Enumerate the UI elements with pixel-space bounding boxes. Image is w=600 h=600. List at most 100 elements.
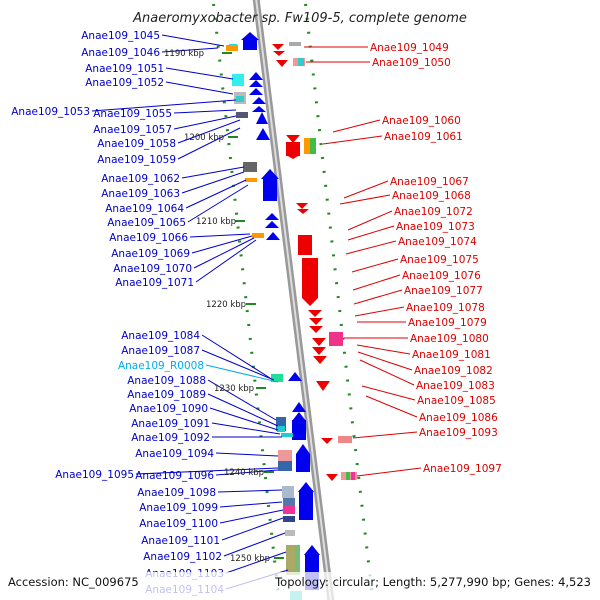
leader-line — [347, 210, 393, 231]
gene-block — [283, 498, 295, 506]
gene-block — [263, 177, 277, 201]
gene-label-left: Anae109_1069 — [111, 248, 190, 260]
gene-block — [298, 235, 312, 255]
leader-line — [356, 344, 411, 355]
reverse-gene-arrow — [272, 44, 284, 50]
leader-line — [165, 67, 234, 80]
gene-label-left: Anae109_1051 — [85, 63, 164, 75]
gene-label-left: Anae109_1091 — [131, 418, 210, 430]
gene-label-left: Anae109_1055 — [93, 108, 172, 120]
leader-line — [322, 135, 383, 145]
leader-line — [351, 258, 399, 273]
gene-label-left: Anae109_1089 — [127, 389, 206, 401]
gene-label-left: Anae109_1059 — [97, 154, 176, 166]
leader-line — [189, 233, 251, 238]
reverse-gene-arrow — [309, 326, 323, 333]
gene-block — [276, 417, 286, 431]
leader-line — [201, 334, 271, 379]
leader-line — [195, 239, 257, 283]
leader-line — [223, 532, 286, 557]
leader-line — [209, 407, 279, 431]
gene-label-right: Anae109_1078 — [406, 302, 485, 314]
reverse-gene-arrow — [312, 338, 326, 346]
gene-block — [281, 433, 293, 437]
gene-label-left: Anae109_1100 — [139, 518, 218, 530]
leader-line — [332, 119, 381, 133]
gene-label-right: Anae109_1077 — [404, 285, 483, 297]
leader-line — [161, 47, 219, 53]
gene-label-left: Anae109_1058 — [97, 138, 176, 150]
gene-label-left: Anae109_1098 — [137, 487, 216, 499]
gene-label-right: Anae109_1093 — [419, 427, 498, 439]
kbp-label: 1230 kbp — [214, 384, 254, 394]
leader-line — [215, 469, 279, 476]
forward-gene-arrow — [265, 213, 279, 220]
kbp-label: 1220 kbp — [206, 300, 246, 310]
forward-gene-arrow — [265, 221, 279, 228]
gene-label-left: Anae109_1094 — [135, 448, 214, 460]
gene-label-right: Anae109_1072 — [394, 206, 473, 218]
forward-gene-arrow — [256, 112, 268, 124]
gene-label-left: Anae109_1088 — [127, 375, 206, 387]
kbp-label: 1200 kbp — [184, 133, 224, 143]
leader-line — [343, 180, 389, 199]
footer-backdrop — [0, 572, 600, 600]
leader-line — [365, 395, 418, 418]
gene-label-right: Anae109_1067 — [390, 176, 469, 188]
gene-label-left: Anae109_1071 — [115, 277, 194, 289]
gene-block — [329, 332, 343, 346]
topology-summary-text: Topology: circular; Length: 5,277,990 bp… — [274, 575, 591, 589]
gene-block — [302, 258, 318, 298]
gene-label-right: Anae109_1068 — [392, 190, 471, 202]
gene-label-left: Anae109_1053 — [11, 106, 90, 118]
gene-block — [292, 420, 306, 440]
gene-block — [310, 138, 316, 154]
leader-line — [205, 364, 279, 383]
reverse-gene-arrow — [286, 135, 300, 143]
leader-line — [352, 274, 401, 291]
leader-line — [345, 240, 397, 255]
gene-label-right: Anae109_1050 — [372, 57, 451, 69]
forward-gene-arrow — [249, 80, 263, 87]
reverse-gene-arrow — [312, 347, 326, 355]
forward-gene-arrow — [266, 232, 280, 240]
gene-label-left: Anae109_1065 — [107, 217, 186, 229]
accession-text: Accession: NC_009675 — [8, 575, 139, 589]
gene-label-right: Anae109_1075 — [400, 254, 479, 266]
leader-line — [161, 34, 225, 47]
reverse-gene-arrow — [286, 155, 300, 159]
leader-line — [177, 127, 241, 160]
gene-label-left: Anae109_1101 — [141, 535, 220, 547]
leader-line — [221, 517, 284, 541]
forward-gene-arrow — [298, 482, 314, 492]
gene-block — [289, 42, 301, 46]
leader-line-layer — [91, 34, 422, 590]
gene-label-right: Anae109_1080 — [410, 333, 489, 345]
gene-label-left: Anae109_1099 — [139, 502, 218, 514]
forward-gene-arrow — [252, 106, 266, 112]
gene-block — [278, 450, 292, 462]
reverse-gene-arrow — [297, 209, 309, 214]
reverse-gene-arrow — [296, 203, 308, 209]
gene-label-left: Anae109_1095 — [55, 469, 134, 481]
gene-label-left: Anae109_1087 — [121, 345, 200, 357]
reverse-gene-arrow — [302, 298, 318, 306]
gene-label-left: Anae109_1096 — [135, 470, 214, 482]
leader-line — [193, 237, 255, 269]
gene-label-right: Anae109_1081 — [412, 349, 491, 361]
gene-block — [298, 58, 304, 66]
gene-label-right: Anae109_1086 — [419, 412, 498, 424]
leader-line — [361, 385, 416, 401]
gene-label-left: Anae109_1066 — [109, 232, 188, 244]
forward-gene-arrow — [241, 32, 259, 40]
leader-line — [356, 467, 422, 477]
gene-block — [271, 374, 283, 382]
gene-block — [351, 472, 355, 480]
gene-block — [236, 112, 248, 118]
leader-line — [191, 235, 253, 254]
forward-gene-arrow — [296, 444, 310, 454]
reverse-gene-arrow — [309, 318, 323, 325]
gene-label-left: Anae109_1090 — [129, 403, 208, 415]
leader-line — [211, 422, 281, 435]
